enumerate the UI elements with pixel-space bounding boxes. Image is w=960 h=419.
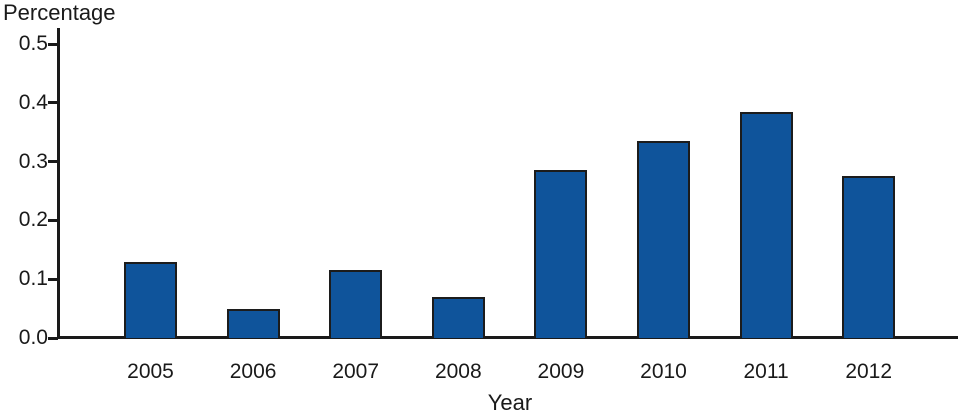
x-axis-title: Year [487,390,533,415]
bar-2007 [329,270,383,338]
x-axis-line [57,336,958,339]
x-tick-label-2006: 2006 [229,360,277,383]
bar-2005 [124,261,177,338]
y-tick-mark [48,160,58,164]
x-tick-label-2010: 2010 [640,360,687,383]
x-tick-label-2011: 2011 [743,360,789,383]
y-axis-title: Percentage [3,0,116,25]
y-tick-mark [48,218,58,222]
y-tick-mark [48,42,58,46]
y-tick-label: 0.5 [18,32,48,55]
bar-2010 [637,141,690,338]
bar-2006 [226,308,280,338]
x-tick-label-2007: 2007 [332,360,380,383]
y-axis-line [57,28,60,339]
y-tick-label: 0.2 [18,208,48,232]
y-tick-label: 0.4 [18,90,48,114]
y-tick-label: 0.3 [18,149,48,173]
y-tick-mark [48,336,58,340]
x-tick-label-2008: 2008 [434,360,482,383]
x-tick-label-2012: 2012 [845,360,893,383]
bar-2009 [534,170,588,338]
y-tick-mark [48,277,58,281]
y-tick-label: 0.0 [18,326,48,349]
y-tick-mark [48,101,58,105]
y-tick-label: 0.1 [18,267,48,291]
bar-2012 [842,176,896,338]
x-tick-label-2009: 2009 [537,360,585,383]
bar-2008 [431,296,485,338]
x-tick-label-2005: 2005 [127,360,174,383]
bar-2011 [739,111,793,338]
